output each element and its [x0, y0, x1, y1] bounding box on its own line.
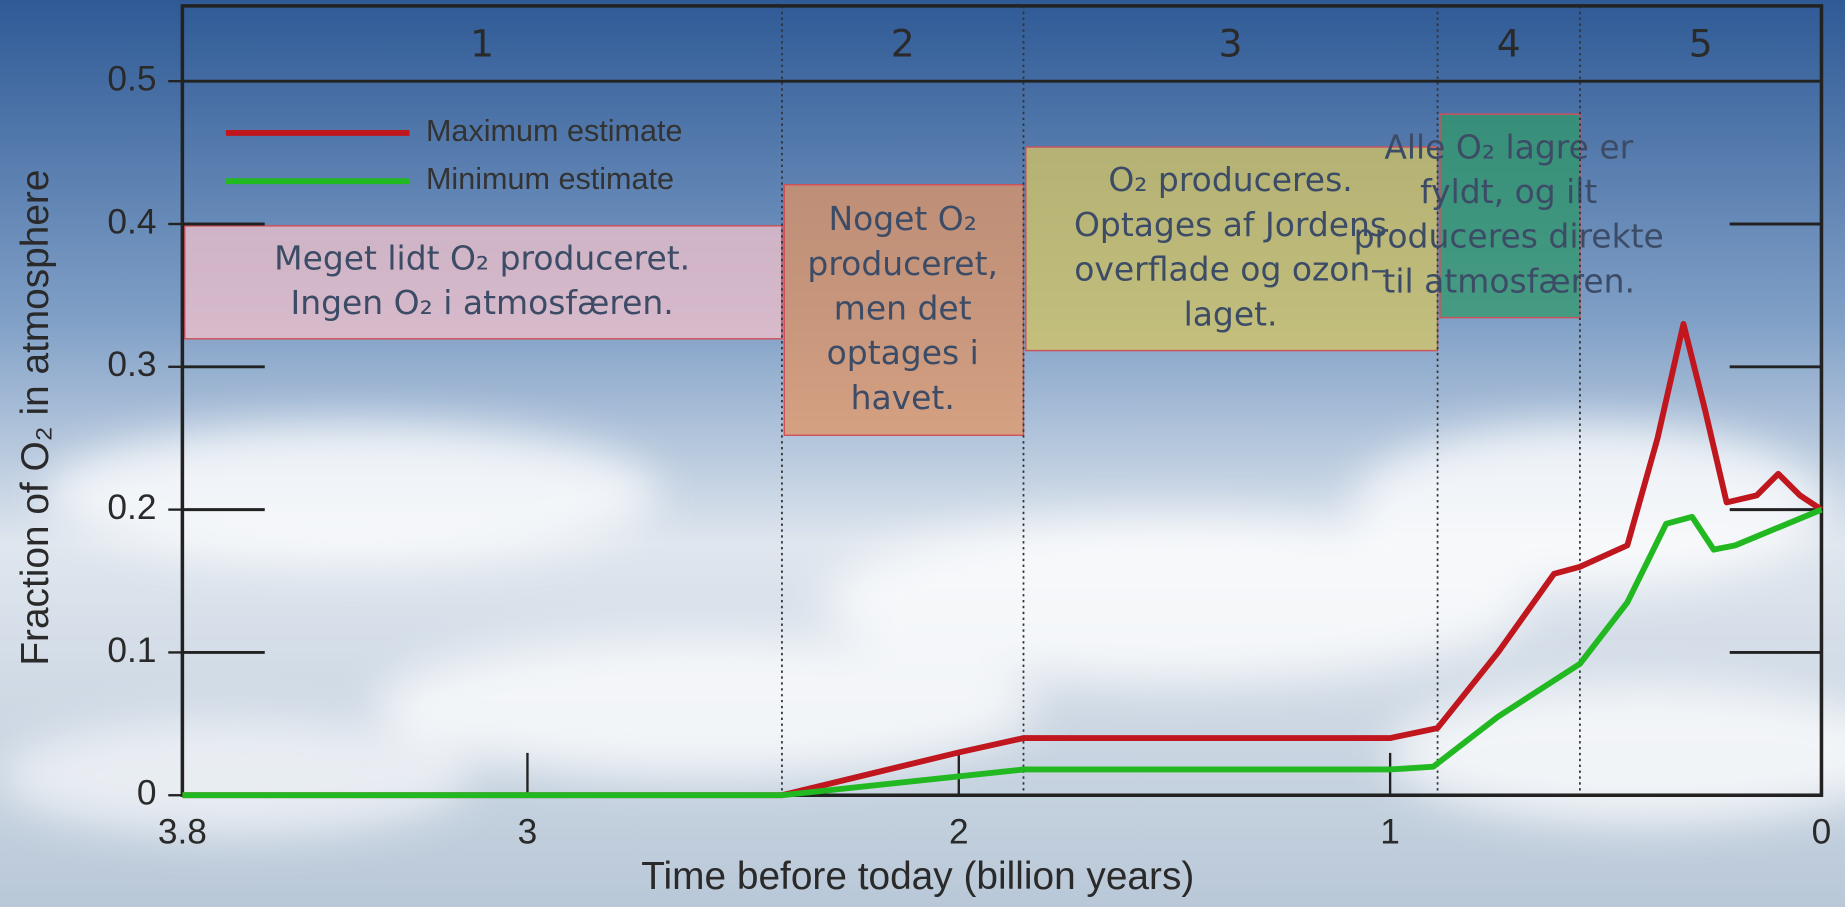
stage-text: men det: [834, 288, 972, 327]
stage-text: laget.: [1184, 294, 1278, 333]
stage-text: Noget O₂: [828, 199, 977, 238]
y-tick-label: 0.4: [107, 202, 156, 241]
x-tick-label: 1: [1380, 812, 1400, 851]
stage-text: produceres direkte: [1354, 217, 1664, 256]
x-tick-label: 3: [518, 812, 538, 851]
stage-text: O₂ produceres.: [1108, 160, 1352, 199]
stage-text: optages i: [827, 333, 979, 372]
stage-label: 5: [1689, 21, 1713, 65]
stage-text: Alle O₂ lagre er: [1384, 127, 1633, 166]
stage-text: Ingen O₂ i atmosfæren.: [291, 283, 674, 322]
stage-label: 4: [1497, 21, 1521, 65]
plot-frame: [180, 4, 1824, 798]
stage-label: 3: [1219, 21, 1243, 65]
y-tick-label: 0.2: [107, 488, 156, 527]
stage-text: til atmosfæren.: [1382, 261, 1635, 300]
clouds: [0, 423, 1845, 836]
stage-text: overflade og ozon–: [1074, 250, 1387, 289]
legend-label: Maximum estimate: [426, 114, 683, 148]
x-axis-label: Time before today (billion years): [641, 855, 1194, 898]
data-line: [182, 321, 1824, 799]
y-tick-label: 0.1: [107, 631, 156, 670]
x-tick-label: 0: [1812, 812, 1832, 851]
x-tick-label: 2: [949, 812, 969, 851]
stage-box: [1025, 146, 1439, 352]
stage-label: 2: [891, 21, 915, 65]
stage-text: Meget lidt O₂ produceret.: [274, 238, 690, 277]
y-tick-label: 0: [137, 774, 157, 813]
y-axis-label: Fraction of O₂ in atmosphere: [14, 170, 57, 666]
x-tick-label: 3.8: [158, 812, 207, 851]
stage-text: fyldt, og ilt: [1420, 172, 1597, 211]
stage-text: Optages af Jordens: [1074, 205, 1387, 244]
y-tick-label: 0.3: [107, 345, 156, 384]
y-tick-label: 0.5: [107, 60, 156, 99]
stage-text: havet.: [851, 378, 955, 417]
stage-box: [1439, 113, 1581, 319]
legend-label: Minimum estimate: [426, 162, 674, 196]
stage-box: [783, 183, 1025, 436]
stage-text: produceret,: [807, 244, 998, 283]
stage-box: [184, 225, 783, 340]
data-line: [182, 506, 1823, 799]
stage-label: 1: [470, 21, 494, 65]
